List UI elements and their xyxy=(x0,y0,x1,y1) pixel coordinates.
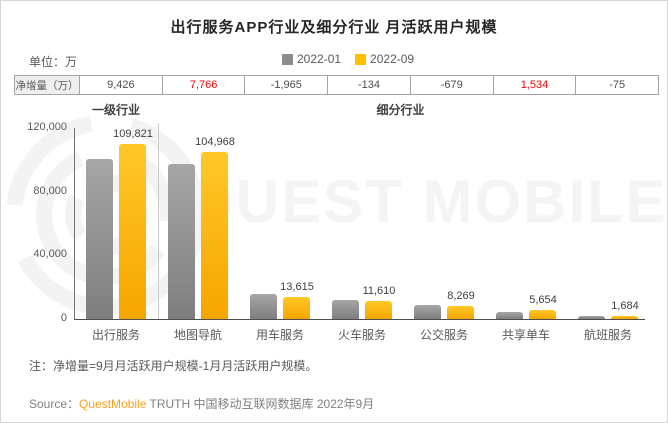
bar-value-label: 109,821 xyxy=(113,128,153,140)
net-increase-header: 净增量（万） xyxy=(15,76,80,94)
bar-2022-09-航班服务 xyxy=(611,316,638,319)
legend-swatch-icon xyxy=(282,53,293,65)
source-brand: QuestMobile xyxy=(79,397,147,411)
net-increase-cell: -679 xyxy=(411,76,494,94)
bar-group-用车服务: 13,615 xyxy=(250,128,314,319)
section-label-sub: 细分行业 xyxy=(376,103,425,117)
bar-group-火车服务: 11,610 xyxy=(332,128,395,319)
x-axis-category-label: 火车服务 xyxy=(337,328,386,342)
chart-legend: 2022-01 2022-09 xyxy=(282,52,414,66)
source-prefix: Source： xyxy=(29,397,80,411)
bar-value-label: 104,968 xyxy=(195,136,235,148)
x-axis-category-label: 航班服务 xyxy=(583,328,632,342)
bar-2022-01-用车服务 xyxy=(250,294,277,319)
legend-swatch-icon xyxy=(355,53,367,65)
net-increase-cell: 1,534 xyxy=(494,76,577,94)
bar-2022-09-地图导航 xyxy=(201,152,228,319)
source-suffix: TRUTH 中国移动互联网数据库 2022年9月 xyxy=(146,397,375,411)
note-text: 注：净增量=9月月活跃用户规模-1月月活跃用户规模。 xyxy=(29,359,318,373)
bar-group-共享单车: 5,654 xyxy=(496,128,557,319)
legend-label: 2022-01 xyxy=(297,52,342,66)
legend-item-2022-09: 2022-09 xyxy=(355,52,414,66)
bar-2022-01-共享单车 xyxy=(496,312,523,319)
bar-group-公交服务: 8,269 xyxy=(414,128,475,319)
bar-group-航班服务: 1,684 xyxy=(578,128,639,319)
bar-chart-plot: 0 40,000 80,000 120,000 109,821 出行服务 104,968 地图… xyxy=(27,121,645,342)
bar-2022-09-共享单车 xyxy=(529,310,556,319)
x-axis-category-label: 用车服务 xyxy=(255,328,304,342)
bar-2022-01-出行服务 xyxy=(86,159,113,319)
bar-group-地图导航: 104,968 xyxy=(168,128,235,319)
x-axis-category-label: 地图导航 xyxy=(173,328,222,342)
bar-2022-01-火车服务 xyxy=(332,300,359,319)
net-increase-cell: -134 xyxy=(328,76,411,94)
net-increase-cell: -75 xyxy=(609,79,626,91)
net-increase-cell: 9,426 xyxy=(80,76,163,94)
bar-2022-01-航班服务 xyxy=(578,316,605,319)
bar-value-label: 11,610 xyxy=(362,285,396,297)
net-increase-table: 净增量（万） 9,426 7,766 -1,965 -134 -679 1,534 -75 xyxy=(14,75,659,95)
net-increase-cell: 7,766 xyxy=(163,76,246,94)
bar-2022-09-用车服务 xyxy=(283,297,310,319)
y-axis-tick-label: 40,000 xyxy=(33,248,67,260)
net-increase-cell: -1,965 xyxy=(245,76,329,94)
bar-value-label: 5,654 xyxy=(529,294,557,306)
bar-group-出行服务: 109,821 xyxy=(86,128,153,319)
bar-value-label: 1,684 xyxy=(611,300,639,312)
y-axis-tick-label: 0 xyxy=(60,312,67,324)
source-line: Source：QuestMobile TRUTH 中国移动互联网数据库 2022… xyxy=(29,395,374,412)
legend-item-2022-01: 2022-01 xyxy=(282,52,341,66)
x-axis-category-label: 公交服务 xyxy=(419,328,468,342)
chart-title: 出行服务APP行业及细分行业 月活跃用户规模 xyxy=(170,19,498,36)
bar-2022-01-公交服务 xyxy=(414,305,441,319)
bar-value-label: 8,269 xyxy=(447,290,475,302)
section-divider-line xyxy=(158,123,159,319)
bar-2022-09-火车服务 xyxy=(365,301,392,319)
y-axis-tick-label: 80,000 xyxy=(33,185,67,197)
questmobile-watermark: QUEST MOBILE xyxy=(187,168,668,235)
unit-label: 单位：万 xyxy=(29,55,78,69)
legend-label: 2022-09 xyxy=(370,52,415,66)
bar-2022-09-出行服务 xyxy=(119,144,146,319)
y-axis-tick-label: 120,000 xyxy=(27,121,67,133)
x-axis-category-label: 出行服务 xyxy=(91,328,140,342)
bar-2022-09-公交服务 xyxy=(447,306,474,319)
x-axis-category-label: 共享单车 xyxy=(501,328,550,342)
section-label-primary: 一级行业 xyxy=(91,103,140,117)
bar-2022-01-地图导航 xyxy=(168,164,195,319)
bar-value-label: 13,615 xyxy=(280,281,314,293)
